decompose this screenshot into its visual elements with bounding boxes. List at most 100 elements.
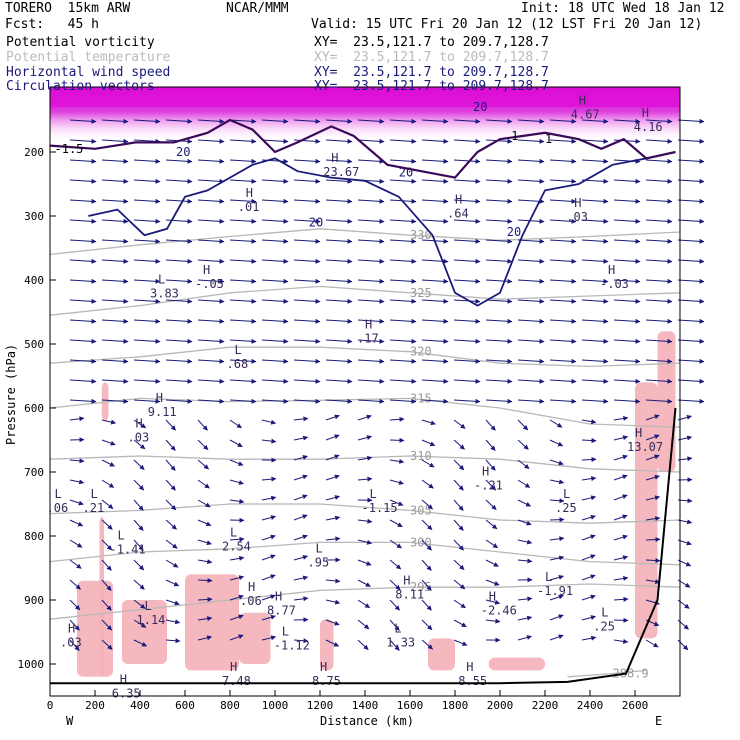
wind-vector — [453, 419, 466, 429]
extremum-h-26: H-2.46 — [481, 589, 517, 617]
wind-vector — [229, 118, 257, 124]
wind-vector — [389, 499, 404, 506]
fcst-label: Fcst: 45 h — [5, 17, 99, 32]
wind-speed-label-3: 20 — [507, 225, 521, 239]
extremum-value: -2.46 — [481, 603, 517, 617]
shaded-region-1 — [77, 580, 113, 677]
wind-vector — [325, 298, 353, 304]
wind-vector — [421, 138, 449, 144]
wind-vector — [197, 398, 225, 404]
wind-vector — [645, 318, 673, 324]
wind-vector — [581, 495, 597, 501]
wind-vector — [325, 178, 353, 184]
wind-vector — [645, 516, 661, 522]
wind-vector — [69, 579, 81, 590]
wind-vector — [325, 454, 340, 461]
extremum-value: -1.15 — [362, 501, 398, 515]
wind-vector — [677, 398, 705, 404]
wind-vector — [613, 638, 629, 644]
wind-vector — [357, 218, 385, 224]
wind-vector — [581, 258, 609, 264]
wind-vector — [325, 278, 353, 284]
wind-vector — [645, 218, 673, 224]
wind-vector — [197, 419, 208, 431]
isentrope-325 — [49, 285, 681, 316]
wind-vector — [613, 338, 641, 344]
shaded-region-3 — [185, 574, 239, 671]
wind-vector — [69, 559, 82, 569]
wind-vector — [293, 318, 321, 324]
wind-vector — [453, 218, 481, 224]
wind-vector — [645, 414, 660, 421]
shaded-region-6 — [428, 638, 455, 671]
wind-vector — [453, 258, 481, 264]
wind-vector — [261, 298, 289, 304]
wind-vector — [165, 218, 193, 224]
wind-vector — [101, 198, 129, 204]
wind-vector — [613, 474, 628, 481]
extremum-type: L — [158, 273, 165, 287]
isentrope-310 — [49, 455, 681, 473]
wind-vector — [101, 218, 129, 224]
wind-vector — [69, 318, 97, 324]
wind-vector — [517, 358, 545, 364]
wind-vector — [517, 118, 545, 124]
wind-vector — [485, 258, 513, 264]
wind-vector — [229, 479, 244, 485]
wind-vector — [453, 559, 465, 571]
wind-speed-label-1: 20 — [309, 215, 323, 229]
extremum-type: L — [55, 487, 62, 501]
wind-vector — [389, 178, 417, 184]
extremum-type: H — [489, 589, 496, 603]
y-tick-label-600: 600 — [24, 402, 44, 415]
wind-vector — [581, 398, 609, 404]
wind-vector — [357, 414, 372, 421]
wind-vector — [613, 238, 641, 244]
isentrope-label-320: 320 — [410, 345, 432, 359]
wind-vector — [101, 298, 129, 304]
wind-vector — [517, 635, 532, 641]
wind-vector — [581, 378, 609, 384]
wind-vector — [389, 479, 404, 485]
wind-vector — [645, 474, 660, 481]
wind-vector — [549, 634, 564, 641]
extremum-h-11: H9.11 — [148, 391, 177, 419]
wind-vector — [517, 479, 531, 488]
wind-vector — [261, 574, 276, 581]
wind-vector — [133, 198, 161, 204]
wind-vector — [389, 458, 405, 464]
wind-vector — [613, 596, 629, 602]
wind-vector — [133, 459, 145, 470]
extremum-h-33: H7.48 — [222, 660, 251, 688]
pv-contour-label-0: -1.5 — [55, 142, 84, 156]
wind-vector — [69, 118, 97, 124]
valid-label: Valid: 15 UTC Fri 20 Jan 12 (12 LST Fri … — [311, 17, 703, 32]
x-tick-label-2200: 2200 — [532, 699, 559, 712]
wind-vector — [677, 318, 705, 324]
wind-vector — [69, 358, 97, 364]
wind-vector — [549, 479, 565, 485]
wind-vector — [645, 198, 673, 204]
wind-vector — [69, 619, 80, 631]
extremum-type: H — [68, 621, 75, 635]
extremum-h-22: H8.11 — [395, 573, 424, 601]
wind-vector — [389, 398, 417, 404]
y-tick-label-400: 400 — [24, 274, 44, 287]
wind-vector — [325, 138, 353, 144]
wind-vector — [549, 118, 577, 124]
wind-vector — [485, 298, 513, 304]
wind-vector — [165, 178, 193, 184]
wind-vector — [133, 479, 145, 491]
wind-vector — [261, 238, 289, 244]
isentrope-label-288.9: 288.9 — [613, 667, 649, 681]
wind-vector — [229, 298, 257, 304]
wind-vector — [197, 479, 210, 489]
wind-vector — [421, 158, 449, 164]
wind-vector — [485, 398, 513, 404]
wind-vector — [165, 338, 193, 344]
extremum-l-28: L-1.12 — [274, 625, 310, 653]
extremum-type: H — [608, 263, 615, 277]
wind-vector — [261, 614, 276, 621]
wind-vector — [613, 534, 628, 541]
field-name-vectors: Circulation vectors — [6, 79, 155, 94]
